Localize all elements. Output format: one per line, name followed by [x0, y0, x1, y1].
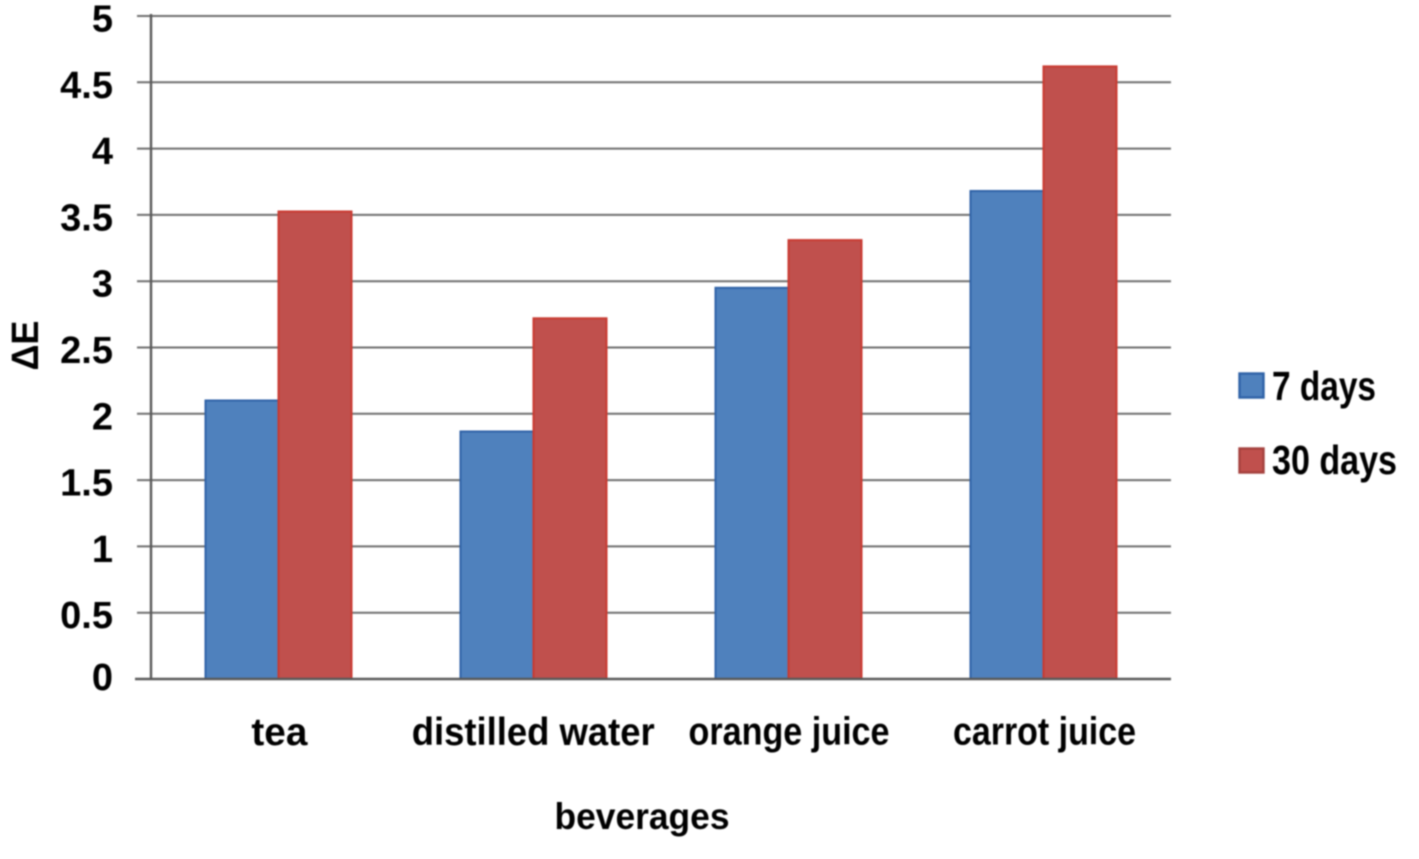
svg-text:0.5: 0.5 [60, 595, 113, 637]
svg-text:distilled water: distilled water [412, 711, 655, 754]
svg-text:1: 1 [92, 529, 113, 571]
svg-text:3.5: 3.5 [60, 197, 113, 239]
svg-text:1.5: 1.5 [60, 463, 113, 505]
svg-text:2: 2 [92, 396, 113, 438]
svg-text:5: 5 [92, 0, 113, 41]
svg-text:tea: tea [251, 711, 307, 754]
svg-text:0: 0 [92, 657, 113, 699]
svg-text:3: 3 [92, 264, 113, 306]
svg-text:4.5: 4.5 [60, 65, 113, 107]
svg-text:30 days: 30 days [1272, 437, 1397, 483]
svg-text:4: 4 [92, 131, 113, 173]
svg-text:beverages: beverages [555, 796, 730, 837]
svg-text:2.5: 2.5 [60, 330, 113, 372]
svg-text:ΔE: ΔE [5, 321, 47, 371]
svg-text:carrot juice: carrot juice [953, 711, 1136, 754]
svg-text:7 days: 7 days [1272, 363, 1376, 409]
svg-text:orange juice: orange juice [689, 711, 890, 754]
